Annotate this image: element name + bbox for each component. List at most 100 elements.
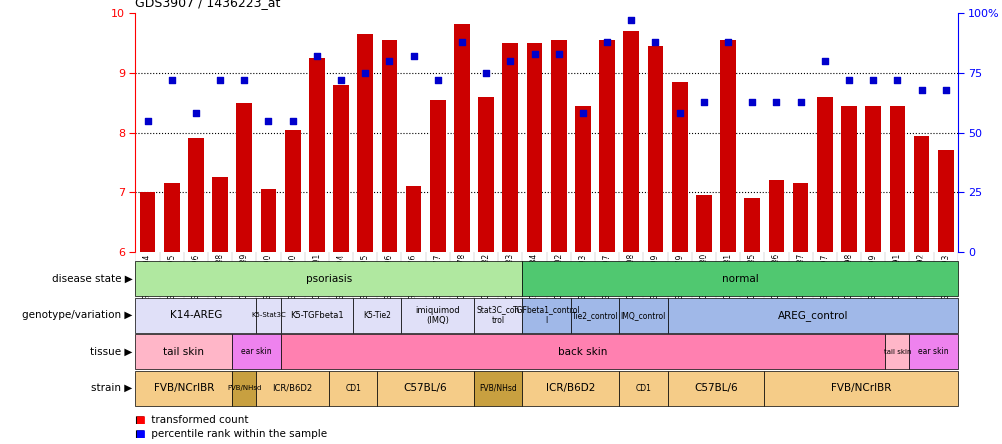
Point (743, 98, 760, 105)
Point (139, 117, 155, 124)
Bar (474, 371, 522, 405)
Bar (623, 31, 638, 252)
Bar (909, 334, 957, 369)
Text: CD1: CD1 (345, 384, 361, 392)
Text: Tie2_control: Tie2_control (571, 311, 617, 320)
Bar (135, 334, 231, 369)
Point (865, 76, 881, 83)
Bar (377, 371, 474, 405)
Text: FVB/NCrIBR: FVB/NCrIBR (830, 383, 891, 393)
Point (429, 76, 445, 83)
Bar (719, 40, 735, 252)
Point (768, 98, 784, 105)
Text: tail skin: tail skin (163, 347, 204, 357)
Text: TGFbeta1_control
l: TGFbeta1_control l (512, 305, 580, 325)
Bar (667, 371, 764, 405)
Bar (937, 151, 953, 252)
Bar (430, 100, 445, 252)
Point (502, 57, 518, 64)
Bar (522, 262, 957, 296)
Point (937, 86, 953, 93)
Point (840, 76, 856, 83)
Bar (281, 334, 885, 369)
Bar (454, 24, 469, 252)
Point (816, 57, 832, 64)
Point (163, 76, 179, 83)
Text: back skin: back skin (558, 347, 607, 357)
Text: FVB/NHsd: FVB/NHsd (226, 385, 262, 391)
Text: ■  transformed count: ■ transformed count (135, 415, 248, 424)
Point (261, 117, 277, 124)
Bar (329, 371, 377, 405)
Bar (406, 186, 421, 252)
Bar (841, 106, 856, 252)
Point (405, 53, 421, 60)
Point (913, 86, 929, 93)
Bar (309, 58, 325, 252)
Text: tissue ▶: tissue ▶ (90, 347, 132, 357)
Bar (135, 298, 257, 333)
Bar (212, 177, 227, 252)
Bar (792, 183, 808, 252)
Bar (526, 43, 542, 252)
Bar (764, 371, 957, 405)
Bar (231, 371, 257, 405)
Bar (139, 192, 155, 252)
Bar (285, 130, 301, 252)
Point (622, 17, 638, 24)
Point (285, 117, 301, 124)
Point (598, 38, 614, 45)
Bar (667, 298, 957, 333)
Point (671, 110, 687, 117)
Bar (474, 298, 522, 333)
Bar (135, 371, 231, 405)
Point (236, 76, 253, 83)
Text: C57BL/6: C57BL/6 (693, 383, 737, 393)
Bar (768, 180, 784, 252)
Text: K5-TGFbeta1: K5-TGFbeta1 (290, 311, 344, 320)
Text: FVB/NCrIBR: FVB/NCrIBR (153, 383, 213, 393)
Point (333, 76, 349, 83)
Bar (236, 103, 252, 252)
Point (309, 53, 325, 60)
Bar (574, 106, 590, 252)
Text: C57BL/6: C57BL/6 (404, 383, 447, 393)
Bar (522, 298, 570, 333)
Bar (913, 135, 929, 252)
Text: psoriasis: psoriasis (306, 274, 352, 284)
Text: GDS3907 / 1436223_at: GDS3907 / 1436223_at (135, 0, 281, 9)
Bar (598, 40, 614, 252)
Bar (281, 298, 353, 333)
Text: ICR/B6D2: ICR/B6D2 (546, 383, 595, 393)
Bar (522, 371, 618, 405)
Text: IMQ_control: IMQ_control (620, 311, 665, 320)
Point (550, 50, 566, 57)
Text: Stat3C_con
trol: Stat3C_con trol (476, 305, 519, 325)
Point (889, 76, 905, 83)
Bar (257, 371, 329, 405)
Point (478, 69, 494, 76)
Point (792, 98, 808, 105)
Bar (743, 198, 760, 252)
Text: ■: ■ (135, 429, 145, 439)
Bar (231, 334, 281, 369)
Text: K5-Tie2: K5-Tie2 (363, 311, 391, 320)
Bar (647, 46, 662, 252)
Text: K5-Stat3C: K5-Stat3C (250, 312, 286, 318)
Bar (865, 106, 880, 252)
Bar (261, 189, 276, 252)
Point (574, 110, 590, 117)
Text: FVB/NHsd: FVB/NHsd (479, 384, 517, 392)
Bar (257, 298, 281, 333)
Point (719, 38, 735, 45)
Text: ■: ■ (135, 415, 145, 424)
Text: K14-AREG: K14-AREG (169, 310, 221, 320)
Text: strain ▶: strain ▶ (91, 383, 132, 393)
Text: genotype/variation ▶: genotype/variation ▶ (22, 310, 132, 320)
Bar (163, 183, 179, 252)
Text: disease state ▶: disease state ▶ (51, 274, 132, 284)
Bar (478, 97, 494, 252)
Bar (401, 298, 474, 333)
Bar (381, 40, 397, 252)
Bar (333, 85, 349, 252)
